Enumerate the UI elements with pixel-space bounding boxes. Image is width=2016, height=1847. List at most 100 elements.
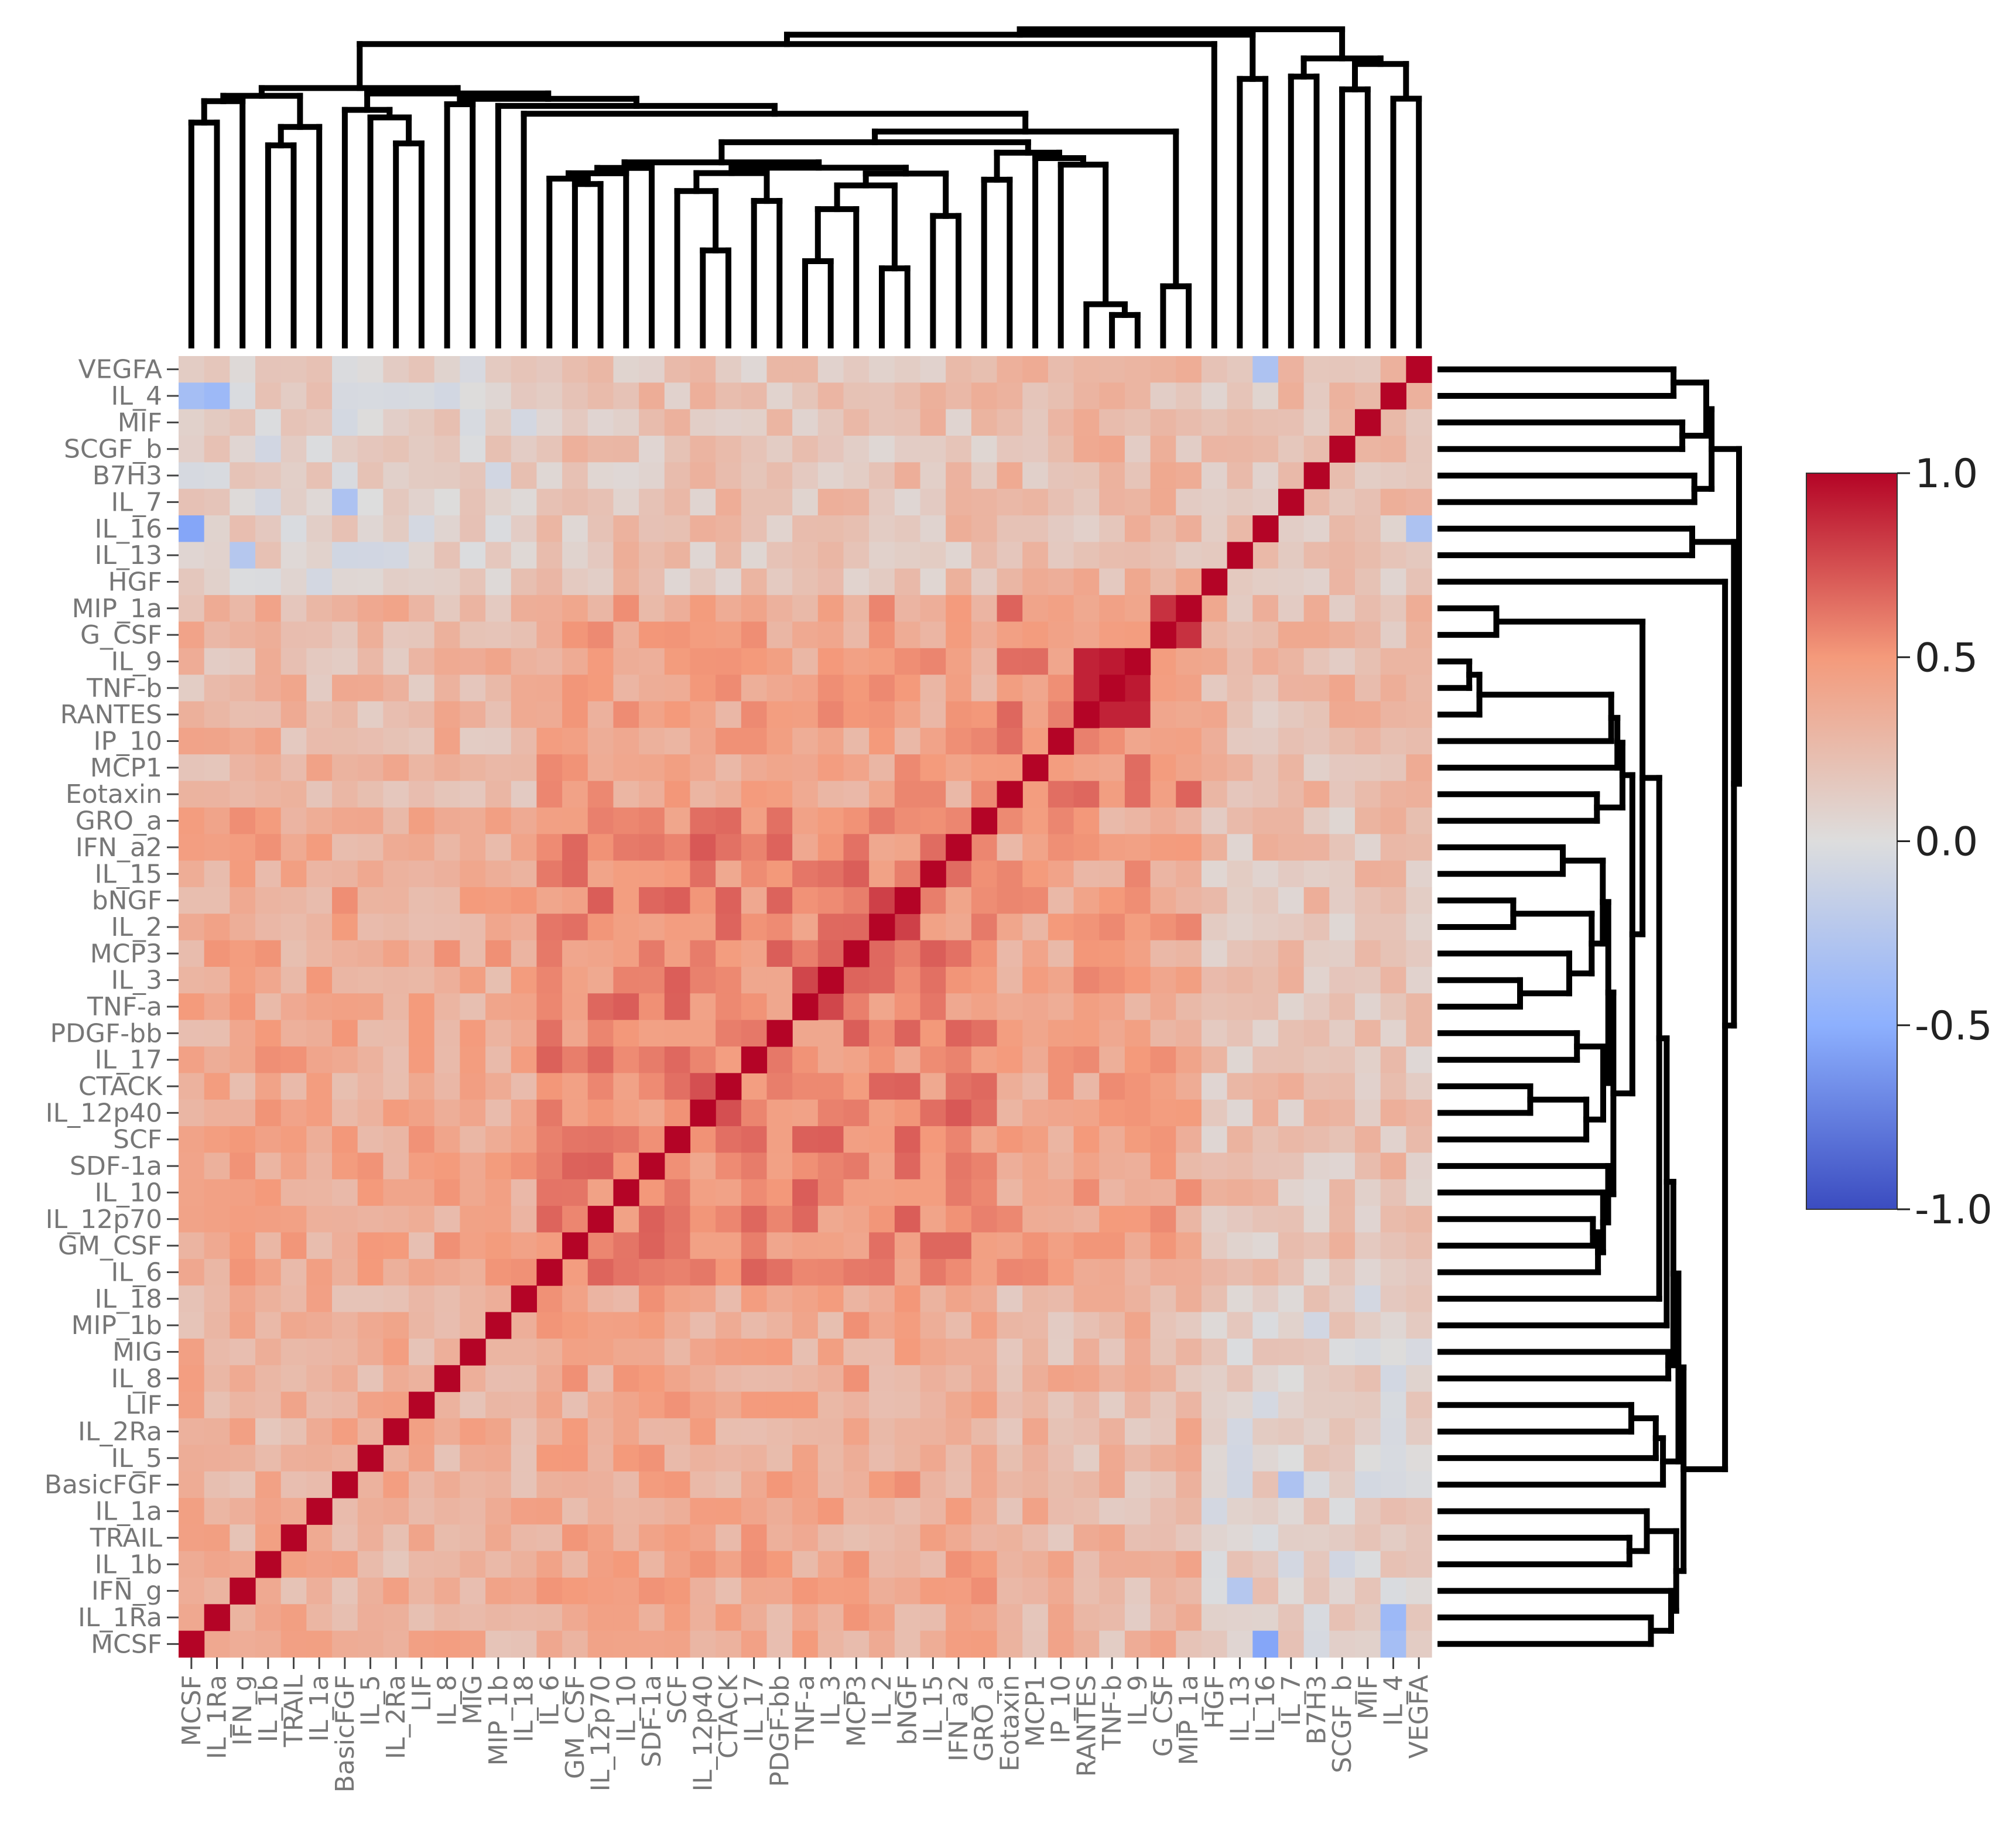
heatmap-cell (1380, 648, 1406, 675)
heatmap-cell (766, 568, 793, 596)
heatmap-cell (716, 436, 742, 463)
heatmap-cell (383, 1551, 409, 1578)
heatmap-cell (639, 914, 665, 941)
heatmap-cell (716, 940, 742, 967)
heatmap-cell (1329, 727, 1356, 755)
heatmap-cell (485, 1551, 512, 1578)
column-tick-label: IL_18 (509, 1675, 539, 1742)
heatmap-cell (741, 1551, 768, 1578)
heatmap-cell (179, 834, 205, 861)
heatmap-cell (664, 781, 691, 808)
heatmap-cell (664, 1073, 691, 1100)
heatmap-cell (843, 1604, 870, 1631)
heatmap-cell (280, 436, 307, 463)
heatmap-cell (1048, 1418, 1074, 1445)
heatmap-cell (1022, 1206, 1049, 1233)
heatmap-cell (230, 807, 256, 834)
heatmap-cell (485, 1258, 512, 1286)
heatmap-cell (946, 1020, 972, 1047)
heatmap-cell (306, 595, 333, 622)
heatmap-cell (1201, 1312, 1228, 1339)
heatmap-cell (1124, 356, 1151, 383)
heatmap-cell (1048, 1206, 1074, 1233)
heatmap-cell (1201, 781, 1228, 808)
row-tick-label: IL_1Ra (78, 1603, 162, 1633)
heatmap-cell (1124, 993, 1151, 1021)
heatmap-cell (587, 1285, 614, 1313)
heatmap-cell (306, 1073, 333, 1100)
heatmap-cell (613, 940, 639, 967)
heatmap-cell (946, 1073, 972, 1100)
heatmap-cell (664, 807, 691, 834)
heatmap-cell (255, 1471, 282, 1499)
heatmap-cell (434, 675, 460, 702)
heatmap-cell (434, 1152, 460, 1180)
diagonal-cell (971, 807, 998, 834)
heatmap-cell (1099, 966, 1125, 994)
heatmap-cell (204, 488, 230, 516)
heatmap-cell (280, 914, 307, 941)
heatmap-cell (664, 966, 691, 994)
heatmap-cell (179, 436, 205, 463)
heatmap-cell (716, 1179, 742, 1206)
heatmap-cell (1022, 409, 1049, 436)
heatmap-cell (179, 1497, 205, 1525)
heatmap-cell (357, 648, 384, 675)
heatmap-cell (1022, 1524, 1049, 1552)
heatmap-cell (894, 1020, 921, 1047)
heatmap-cell (179, 356, 205, 383)
heatmap-cell (587, 595, 614, 622)
heatmap-cell (562, 462, 588, 490)
heatmap-cell (1380, 568, 1406, 596)
heatmap-cell (383, 1099, 409, 1127)
heatmap-cell (1176, 701, 1202, 728)
heatmap-cell (1252, 887, 1279, 914)
heatmap-cell (280, 409, 307, 436)
heatmap-cell (716, 914, 742, 941)
heatmap-cell (255, 595, 282, 622)
heatmap-cell (716, 1391, 742, 1419)
heatmap-cell (1406, 1152, 1432, 1180)
heatmap-cell (971, 595, 998, 622)
heatmap-cell (894, 409, 921, 436)
heatmap-cell (255, 1152, 282, 1180)
column-tick-label: IL_10 (611, 1675, 641, 1742)
heatmap-cell (1252, 807, 1279, 834)
heatmap-cell (1124, 727, 1151, 755)
heatmap-cell (332, 1099, 358, 1127)
heatmap-cell (639, 966, 665, 994)
heatmap-cell (869, 488, 895, 516)
heatmap-cell (1329, 1471, 1356, 1499)
heatmap-cell (332, 568, 358, 596)
heatmap-cell (1278, 940, 1305, 967)
heatmap-cell (357, 1206, 384, 1233)
heatmap-cell (280, 1551, 307, 1578)
heatmap-cell (280, 1046, 307, 1073)
heatmap-cell (1227, 966, 1253, 994)
heatmap-cell (664, 1445, 691, 1472)
column-tick-label: MIF (1353, 1675, 1383, 1719)
heatmap-cell (255, 1206, 282, 1233)
heatmap-cell (817, 382, 844, 410)
heatmap-cell (1048, 914, 1074, 941)
heatmap-cell (511, 1232, 538, 1260)
heatmap-cell (409, 993, 435, 1021)
heatmap-cell (1329, 675, 1356, 702)
heatmap-cell (255, 1285, 282, 1313)
heatmap-cell (997, 754, 1023, 782)
heatmap-cell (1022, 1551, 1049, 1578)
heatmap-cell (1099, 1232, 1125, 1260)
heatmap-cell (613, 1285, 639, 1313)
heatmap-cell (434, 940, 460, 967)
heatmap-cell (587, 542, 614, 569)
heatmap-cell (920, 993, 946, 1021)
heatmap-cell (971, 568, 998, 596)
column-tick-label: MIG (458, 1675, 488, 1725)
heatmap-cell (1278, 1551, 1305, 1578)
heatmap-cell (664, 887, 691, 914)
heatmap-cell (1329, 1206, 1356, 1233)
heatmap-cell (230, 1471, 256, 1499)
column-tick-label: IL_13 (1225, 1675, 1255, 1742)
heatmap-cell (587, 1046, 614, 1073)
